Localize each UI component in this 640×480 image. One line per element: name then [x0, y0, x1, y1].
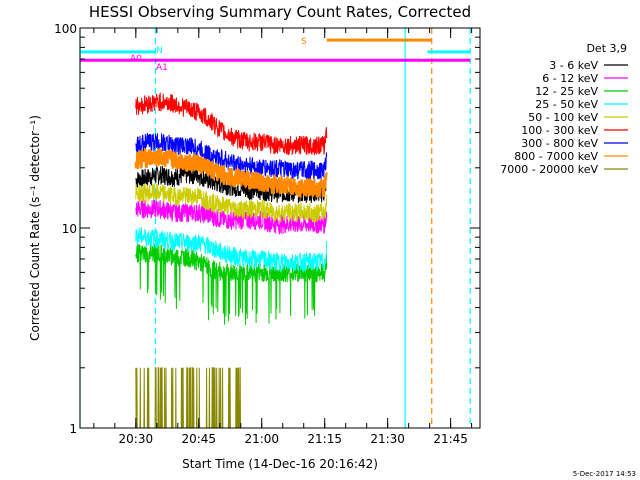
series-5 [135, 92, 328, 156]
x-tick-label-5: 21:45 [433, 432, 468, 446]
axes: 20:30 20:45 21:00 21:15 21:30 21:45 1 10 100 [54, 22, 481, 446]
y-axis-label: Corrected Count Rate (s⁻¹ detector⁻¹) [28, 115, 42, 341]
series-7 [134, 147, 328, 200]
series-line-3 [135, 227, 328, 274]
y-tick-label-1: 10 [62, 222, 77, 236]
series-line-6 [135, 132, 328, 181]
series-1 [135, 199, 328, 236]
legend-label-5: 100 - 300 keV [521, 124, 598, 137]
footer-timestamp: 5-Dec-2017 14:53 [573, 470, 636, 478]
series-3 [135, 227, 328, 274]
series-8 [135, 367, 327, 429]
x-tick-label-2: 21:00 [244, 432, 279, 446]
series-line-1 [135, 199, 328, 236]
legend-title: Det 3,9 [586, 42, 627, 55]
x-tick-label-4: 21:30 [370, 432, 405, 446]
x-axis-label: Start Time (14-Dec-16 20:16:42) [182, 457, 378, 471]
x-tick-label-0: 20:30 [119, 432, 154, 446]
marker-label-s: S [301, 37, 307, 47]
marker-label-a1: A1 [156, 63, 168, 73]
marker-label-a0: A0 [130, 54, 142, 64]
series-line-7 [134, 147, 328, 200]
attenuator-state-bars [80, 38, 471, 62]
legend-label-4: 50 - 100 keV [528, 111, 598, 124]
legend-label-8: 7000 - 20000 keV [500, 163, 598, 176]
series-layer [134, 92, 328, 429]
series-line-8 [135, 367, 327, 429]
legend-label-0: 3 - 6 keV [549, 59, 598, 72]
series-line-4 [135, 183, 328, 223]
y-tick-label-2: 100 [54, 22, 77, 36]
y-tick-label-0: 1 [69, 422, 77, 436]
series-6 [135, 132, 328, 181]
chart-title: HESSI Observing Summary Count Rates, Cor… [89, 3, 471, 21]
x-tick-label-3: 21:15 [307, 432, 342, 446]
legend-label-3: 25 - 50 keV [535, 98, 598, 111]
legend-label-1: 6 - 12 keV [542, 72, 598, 85]
legend-label-7: 800 - 7000 keV [514, 150, 598, 163]
series-line-5 [135, 92, 328, 156]
legend-label-6: 300 - 800 keV [521, 137, 598, 150]
series-4 [135, 183, 328, 223]
x-tick-label-1: 20:45 [181, 432, 216, 446]
marker-label-n: N [156, 46, 163, 56]
legend-label-2: 12 - 25 keV [535, 85, 598, 98]
